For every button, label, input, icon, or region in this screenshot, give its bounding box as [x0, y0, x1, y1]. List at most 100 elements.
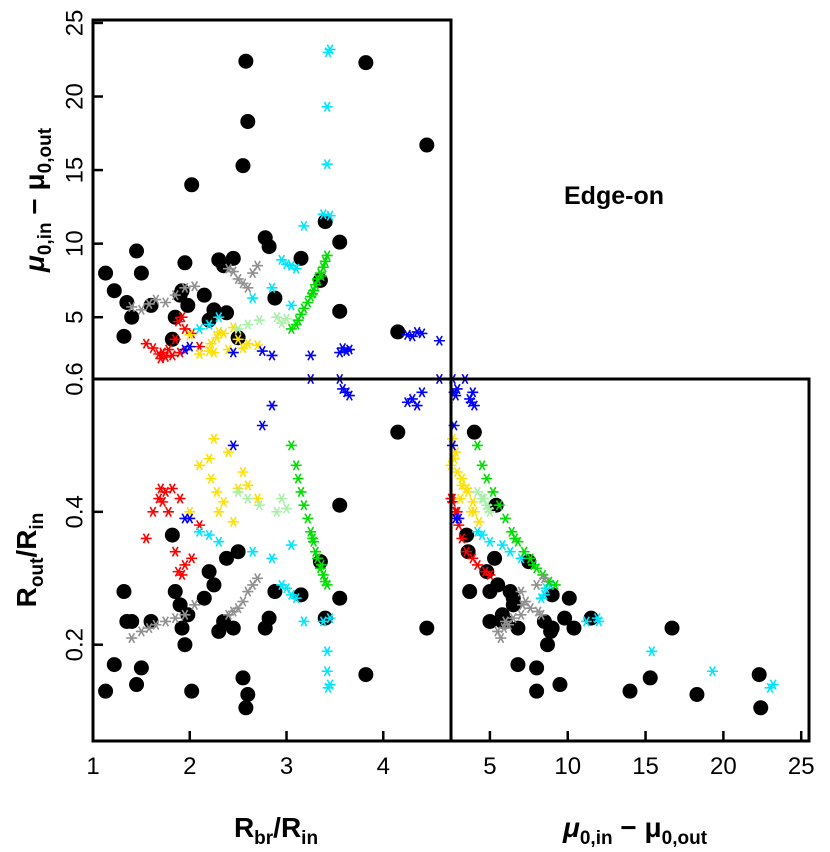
point-model-green-br: [509, 533, 521, 544]
point-model-yellow-bl: [203, 453, 215, 464]
point-model-gray-tl: [251, 260, 263, 271]
point-model-cyan-bl: [213, 536, 225, 547]
point-model-blue-tl: [406, 331, 418, 342]
point-model-gray-br: [532, 606, 544, 617]
point-model-green-bl: [298, 500, 310, 511]
point-model-yellow-tl: [218, 328, 230, 339]
y-ratio-tick-label: 0.2: [61, 628, 88, 661]
point-model-red-bl: [193, 519, 205, 531]
point-model-cyan-bl: [324, 679, 336, 690]
point-model-cyan-bl: [321, 666, 333, 677]
point-model-gray-br: [520, 596, 532, 607]
point-model-lightgreen-tl: [253, 314, 265, 326]
point-model-gray-br: [538, 573, 550, 584]
point-observed-bl: [116, 584, 132, 600]
point-model-red-tl: [176, 312, 188, 323]
point-model-cyan-tl: [321, 159, 333, 170]
point-observed-tl: [129, 243, 145, 259]
point-model-cyan-br: [504, 546, 516, 557]
point-model-blue-tl: [184, 341, 196, 352]
point-model-cyan-tl: [298, 220, 310, 232]
point-model-green-br: [493, 500, 505, 511]
point-model-green-tl: [321, 250, 333, 261]
point-model-cyan-bl: [298, 616, 310, 627]
point-model-gray-tl: [126, 301, 138, 313]
point-observed-br: [510, 620, 526, 636]
point-model-green-bl: [290, 460, 302, 471]
point-model-blue-br: [467, 387, 479, 398]
point-model-red-tl: [147, 342, 159, 354]
point-model-green-bl: [285, 440, 297, 451]
x-axis-label-dmu: μ0,in − μ0,out: [562, 812, 708, 849]
point-model-yellow-bl: [237, 466, 249, 478]
point-model-cyan-tl: [266, 282, 278, 293]
point-model-green-br: [518, 546, 530, 557]
point-observed-bl: [235, 670, 251, 686]
point-observed-br: [642, 670, 658, 686]
point-model-yellow-br: [473, 516, 485, 527]
point-model-gray-bl: [179, 609, 191, 620]
point-model-cyan-tl: [247, 292, 259, 304]
point-model-yellow-bl: [211, 486, 223, 498]
point-model-blue-tl: [343, 344, 355, 355]
point-model-gray-bl: [247, 579, 259, 591]
point-model-green-bl: [292, 473, 304, 484]
point-model-blue-br: [447, 440, 459, 451]
point-model-gray-bl: [242, 586, 254, 597]
point-observed-br: [462, 584, 478, 600]
point-model-gray-tl: [160, 297, 172, 308]
x-dmu-tick-label: 25: [788, 753, 815, 780]
point-model-yellow-bl: [218, 496, 230, 508]
point-model-cyan-tl: [276, 254, 288, 265]
point-model-red-br: [484, 569, 496, 581]
point-model-gray-tl: [237, 278, 249, 289]
x-dmu-tick-label: 20: [710, 753, 737, 780]
point-observed-tl: [240, 114, 256, 130]
point-model-blue-tl: [256, 345, 268, 357]
point-observed-br: [622, 683, 638, 699]
point-model-green-tl: [307, 288, 319, 299]
point-model-red-tl: [172, 316, 184, 327]
point-model-gray-bl: [227, 606, 239, 617]
point-model-blue-bl: [266, 400, 278, 411]
point-model-red-br: [453, 519, 465, 531]
point-model-gray-tl: [135, 304, 147, 316]
point-observed-br: [487, 550, 503, 566]
point-model-green-bl: [295, 486, 307, 498]
point-model-lightgreen-bl: [276, 493, 288, 504]
point-model-lightgreen-bl: [253, 500, 265, 511]
point-observed-tl: [358, 55, 374, 71]
point-observed-tl: [419, 137, 435, 153]
point-model-cyan-tl: [324, 210, 336, 221]
point-model-yellow-tl: [237, 342, 249, 354]
point-model-cyan-tl: [317, 209, 329, 220]
point-model-gray-br: [531, 579, 543, 591]
point-model-lightgreen-tl: [276, 317, 288, 329]
point-model-yellow-bl: [222, 446, 234, 458]
point-observed-tl: [196, 287, 212, 303]
point-observed-bl: [98, 683, 114, 699]
point-observed-bl: [358, 667, 374, 683]
point-model-red-bl: [174, 493, 186, 504]
point-model-lightgreen-bl: [242, 493, 254, 504]
point-model-green-br: [549, 579, 561, 591]
point-observed-bl: [129, 677, 145, 693]
point-model-green-tl: [310, 279, 322, 290]
point-model-green-tl: [315, 270, 327, 282]
point-model-gray-br: [507, 612, 519, 624]
point-observed-tl: [238, 53, 254, 69]
chart-marks: [98, 44, 779, 716]
point-observed-bl: [124, 613, 140, 629]
point-observed-br: [544, 620, 560, 636]
point-observed-tl: [267, 290, 283, 306]
point-model-yellow-tl: [208, 347, 220, 358]
point-model-gray-bl: [169, 612, 181, 624]
point-model-yellow-bl: [208, 433, 220, 444]
point-model-gray-br: [515, 586, 527, 597]
point-model-green-bl: [305, 526, 317, 537]
point-model-cyan-br: [496, 539, 508, 551]
point-model-lightgreen-br: [478, 493, 490, 504]
point-model-cyan-tl: [285, 300, 297, 311]
point-observed-br: [510, 657, 526, 673]
x-rbr-tick-label: 2: [183, 753, 196, 780]
